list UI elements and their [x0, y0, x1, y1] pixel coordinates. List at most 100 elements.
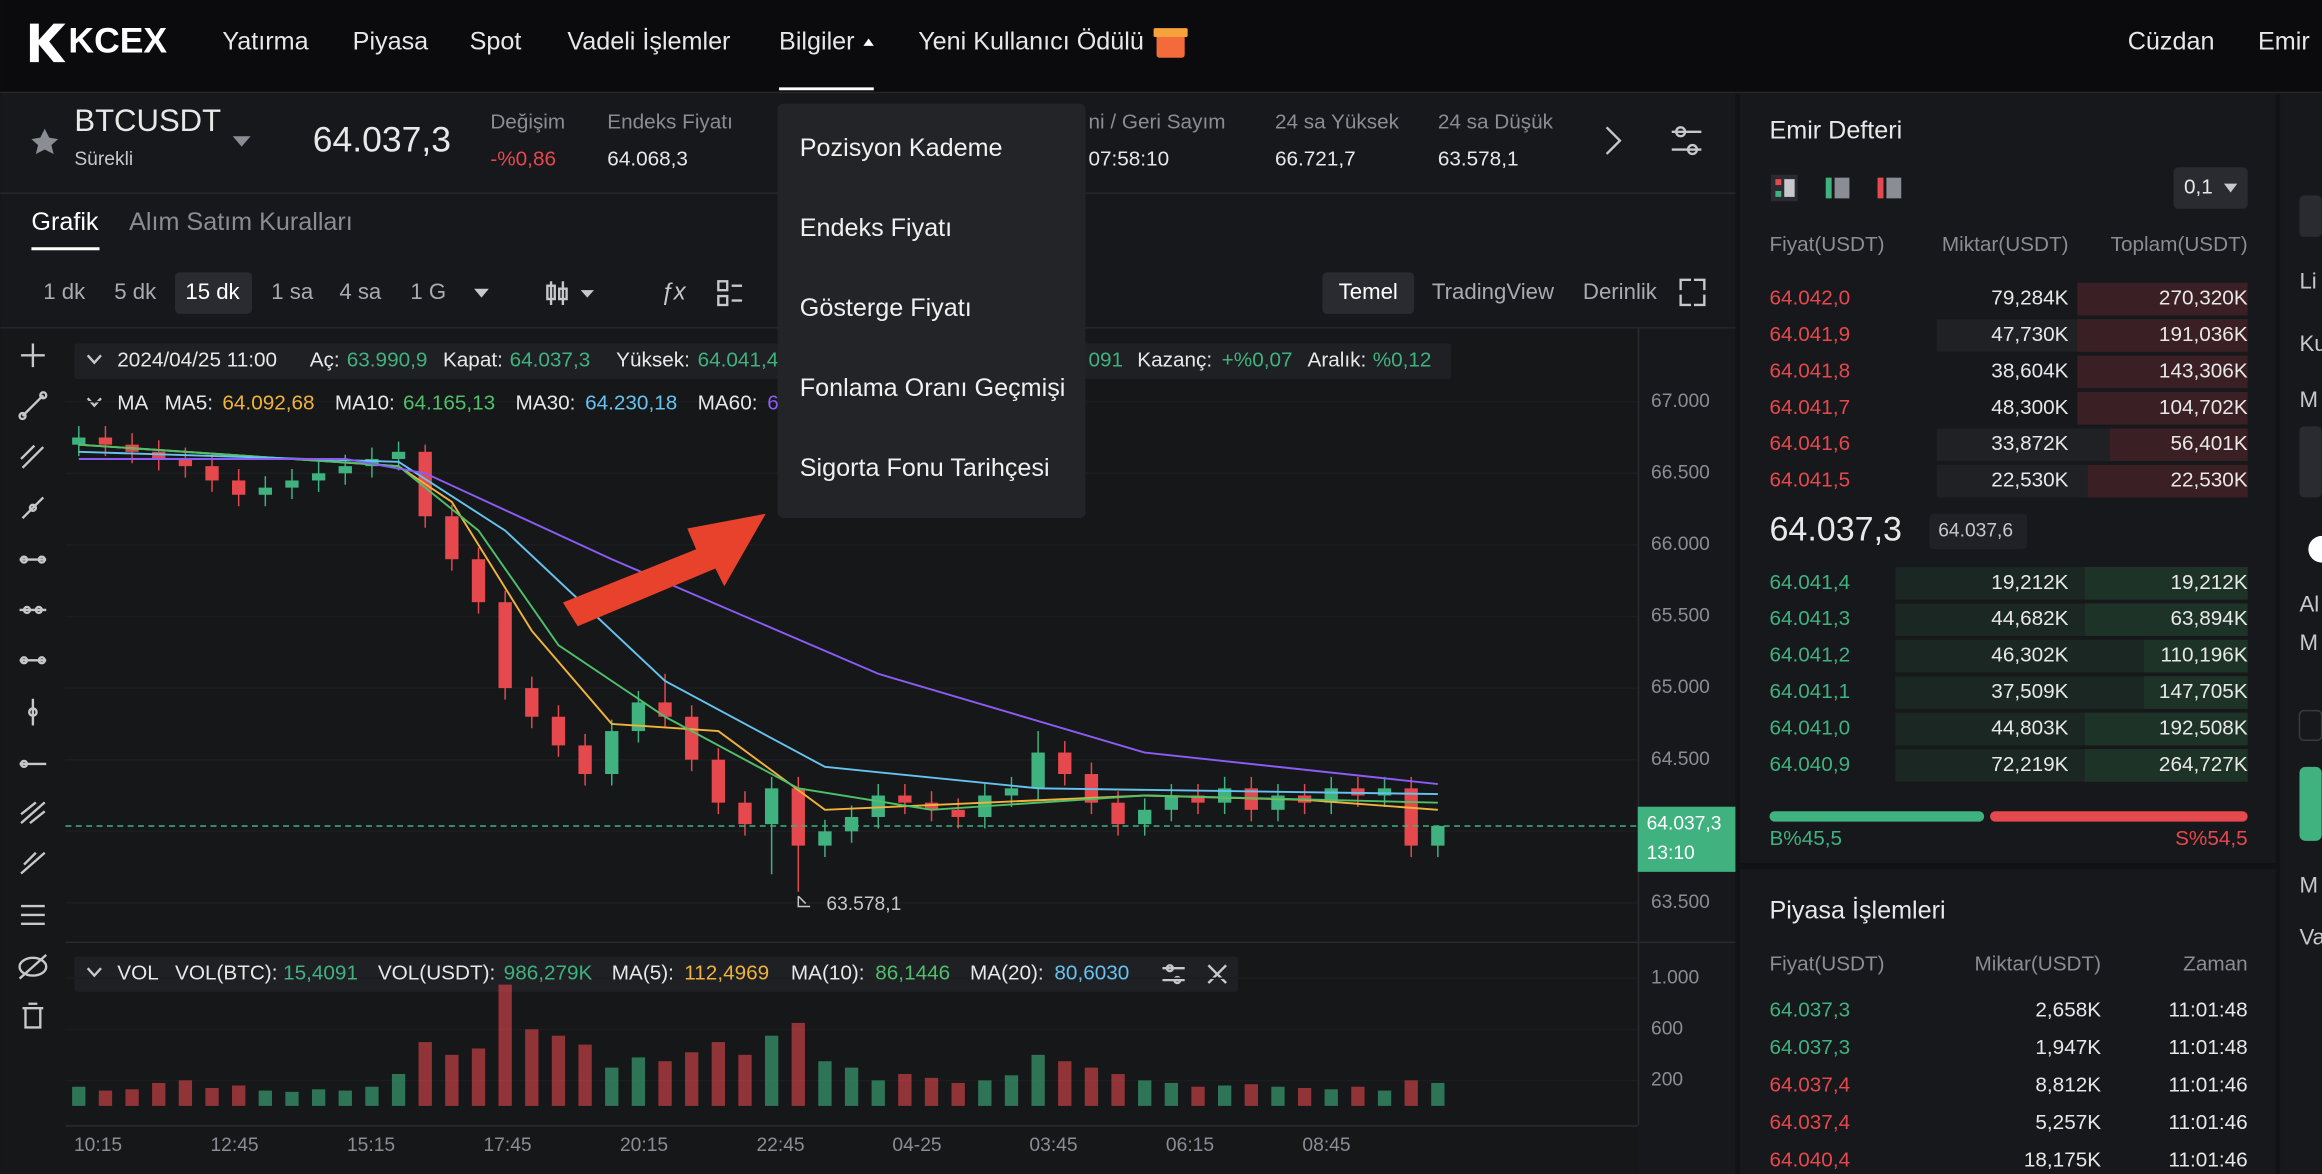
- interval[interactable]: 15 dk: [185, 279, 240, 304]
- book-view-icons[interactable]: [1770, 174, 1902, 202]
- close-icon[interactable]: [1207, 964, 1227, 984]
- menu-item[interactable]: Endeks Fiyatı: [800, 214, 952, 242]
- nav-item[interactable]: Cüzdan: [2128, 28, 2215, 56]
- drawing-toolbar[interactable]: [18, 343, 48, 1029]
- caret[interactable]: [580, 290, 594, 298]
- caret[interactable]: [474, 288, 489, 298]
- interval[interactable]: 1 dk: [43, 279, 86, 304]
- bid-price: 64.041,4: [1769, 571, 1850, 594]
- candle-body: [605, 731, 619, 775]
- candle-body: [1004, 788, 1019, 796]
- fullscreen-icon[interactable]: [1679, 278, 1706, 307]
- caret[interactable]: [232, 136, 251, 147]
- candle-body: [951, 809, 965, 817]
- volume-bar: [711, 1042, 726, 1106]
- symbol[interactable]: BTCUSDT: [74, 103, 221, 138]
- menu-item[interactable]: Sigorta Fonu Tarihçesi: [800, 454, 1050, 482]
- trade-price: 64.037,4: [1769, 1074, 1850, 1097]
- candle-body: [285, 480, 299, 488]
- side-input[interactable]: [2299, 195, 2322, 237]
- indicator-icon[interactable]: ƒx: [661, 279, 687, 305]
- interval[interactable]: 4 sa: [339, 279, 382, 304]
- stat-label: Değişim: [490, 110, 565, 133]
- ask-total: 22,530K: [2170, 469, 2247, 492]
- nav-item[interactable]: Piyasa: [353, 28, 429, 56]
- y-tick-label: 200: [1651, 1069, 1683, 1090]
- volume-bar: [1431, 1082, 1445, 1106]
- volume-bar: [1138, 1080, 1152, 1106]
- trade-amount: 2,658K: [2035, 999, 2101, 1022]
- side-label: Li: [2299, 269, 2316, 294]
- x-tick-label: 15:15: [347, 1135, 395, 1156]
- candle-body: [1111, 802, 1125, 825]
- candle-body: [1404, 788, 1418, 846]
- volume-legend-value: 86,1446: [875, 962, 950, 985]
- volume-bar: [1404, 1080, 1418, 1106]
- ma-legend-value: 64.230,18: [585, 392, 677, 415]
- ask-amount: 33,872K: [1991, 432, 2068, 455]
- depth-bar: [2084, 712, 2248, 746]
- collapse-icon[interactable]: [86, 397, 102, 408]
- interval[interactable]: 1 G: [410, 279, 446, 304]
- y-tick-label: 64.500: [1651, 749, 1710, 770]
- logo-icon[interactable]: [29, 23, 66, 63]
- volume-settings-icon[interactable]: [1162, 964, 1185, 985]
- tab[interactable]: Grafik: [31, 208, 99, 236]
- trade-time: 11:01:46: [2169, 1148, 2248, 1171]
- trade-time: 11:01:46: [2169, 1074, 2248, 1097]
- chart-type-icon[interactable]: [546, 281, 568, 305]
- bid-total: 264,727K: [2159, 753, 2248, 776]
- volume-bar: [844, 1067, 859, 1106]
- star-icon[interactable]: [31, 128, 59, 154]
- volume-bar: [551, 1035, 566, 1106]
- ask-amount: 48,300K: [1991, 396, 2068, 419]
- volume-bar: [1217, 1085, 1232, 1106]
- nav-item[interactable]: Spot: [470, 28, 522, 56]
- volume-bar: [1111, 1073, 1125, 1106]
- collapse-icon[interactable]: [86, 967, 102, 978]
- side-toggle[interactable]: [2308, 535, 2322, 563]
- gift-icon[interactable]: [1156, 32, 1185, 58]
- precision-select[interactable]: [2173, 167, 2248, 209]
- nav-item[interactable]: Yeni Kullanıcı Ödülü: [918, 28, 1144, 56]
- stat-label: Endeks Fiyatı: [607, 110, 733, 133]
- volume-bar: [445, 1054, 459, 1106]
- nav-item[interactable]: Emir: [2258, 28, 2310, 56]
- view-tab[interactable]: Temel: [1339, 279, 1398, 304]
- interval[interactable]: 5 dk: [114, 279, 157, 304]
- stat-label: 24 sa Yüksek: [1275, 110, 1400, 133]
- candle-body: [98, 437, 113, 445]
- view-tab[interactable]: Derinlik: [1583, 279, 1658, 304]
- ask-total: 143,306K: [2159, 359, 2248, 382]
- trade-price: 64.040,4: [1769, 1148, 1850, 1171]
- collapse-icon[interactable]: [86, 354, 102, 365]
- volume-bar: [311, 1089, 326, 1106]
- legend-value: 091: [1088, 349, 1123, 372]
- menu-item[interactable]: Pozisyon Kademe: [800, 134, 1003, 162]
- menu-item[interactable]: Fonlama Oranı Geçmişi: [800, 374, 1066, 402]
- stat-label: 24 sa Düşük: [1438, 110, 1554, 133]
- layout-icon[interactable]: [717, 280, 743, 307]
- logo[interactable]: KCEX: [68, 20, 167, 60]
- candle-body: [232, 480, 246, 495]
- settings-icon[interactable]: [1671, 126, 1702, 156]
- next-icon[interactable]: [1605, 126, 1622, 155]
- stat-value: -%0,86: [490, 147, 556, 170]
- volume-bar: [498, 984, 512, 1106]
- nav-item[interactable]: Bilgiler: [779, 28, 855, 56]
- depth-bar: [2087, 464, 2248, 498]
- trade-amount: 1,947K: [2035, 1036, 2101, 1059]
- tab[interactable]: Alım Satım Kuralları: [129, 208, 353, 236]
- candle-body: [1164, 795, 1179, 810]
- side-button[interactable]: [2299, 766, 2322, 841]
- nav-item[interactable]: Yatırma: [222, 28, 308, 56]
- interval[interactable]: 1 sa: [271, 279, 314, 304]
- menu-item[interactable]: Gösterge Fiyatı: [800, 294, 972, 322]
- view-tab[interactable]: TradingView: [1432, 279, 1555, 304]
- side-input[interactable]: [2299, 426, 2322, 498]
- bid-price: 64.041,2: [1769, 644, 1850, 667]
- nav-item[interactable]: Vadeli İşlemler: [567, 27, 730, 56]
- legend-label: Yüksek:: [616, 349, 690, 372]
- candle-body: [898, 795, 912, 803]
- volume-bar: [391, 1073, 406, 1106]
